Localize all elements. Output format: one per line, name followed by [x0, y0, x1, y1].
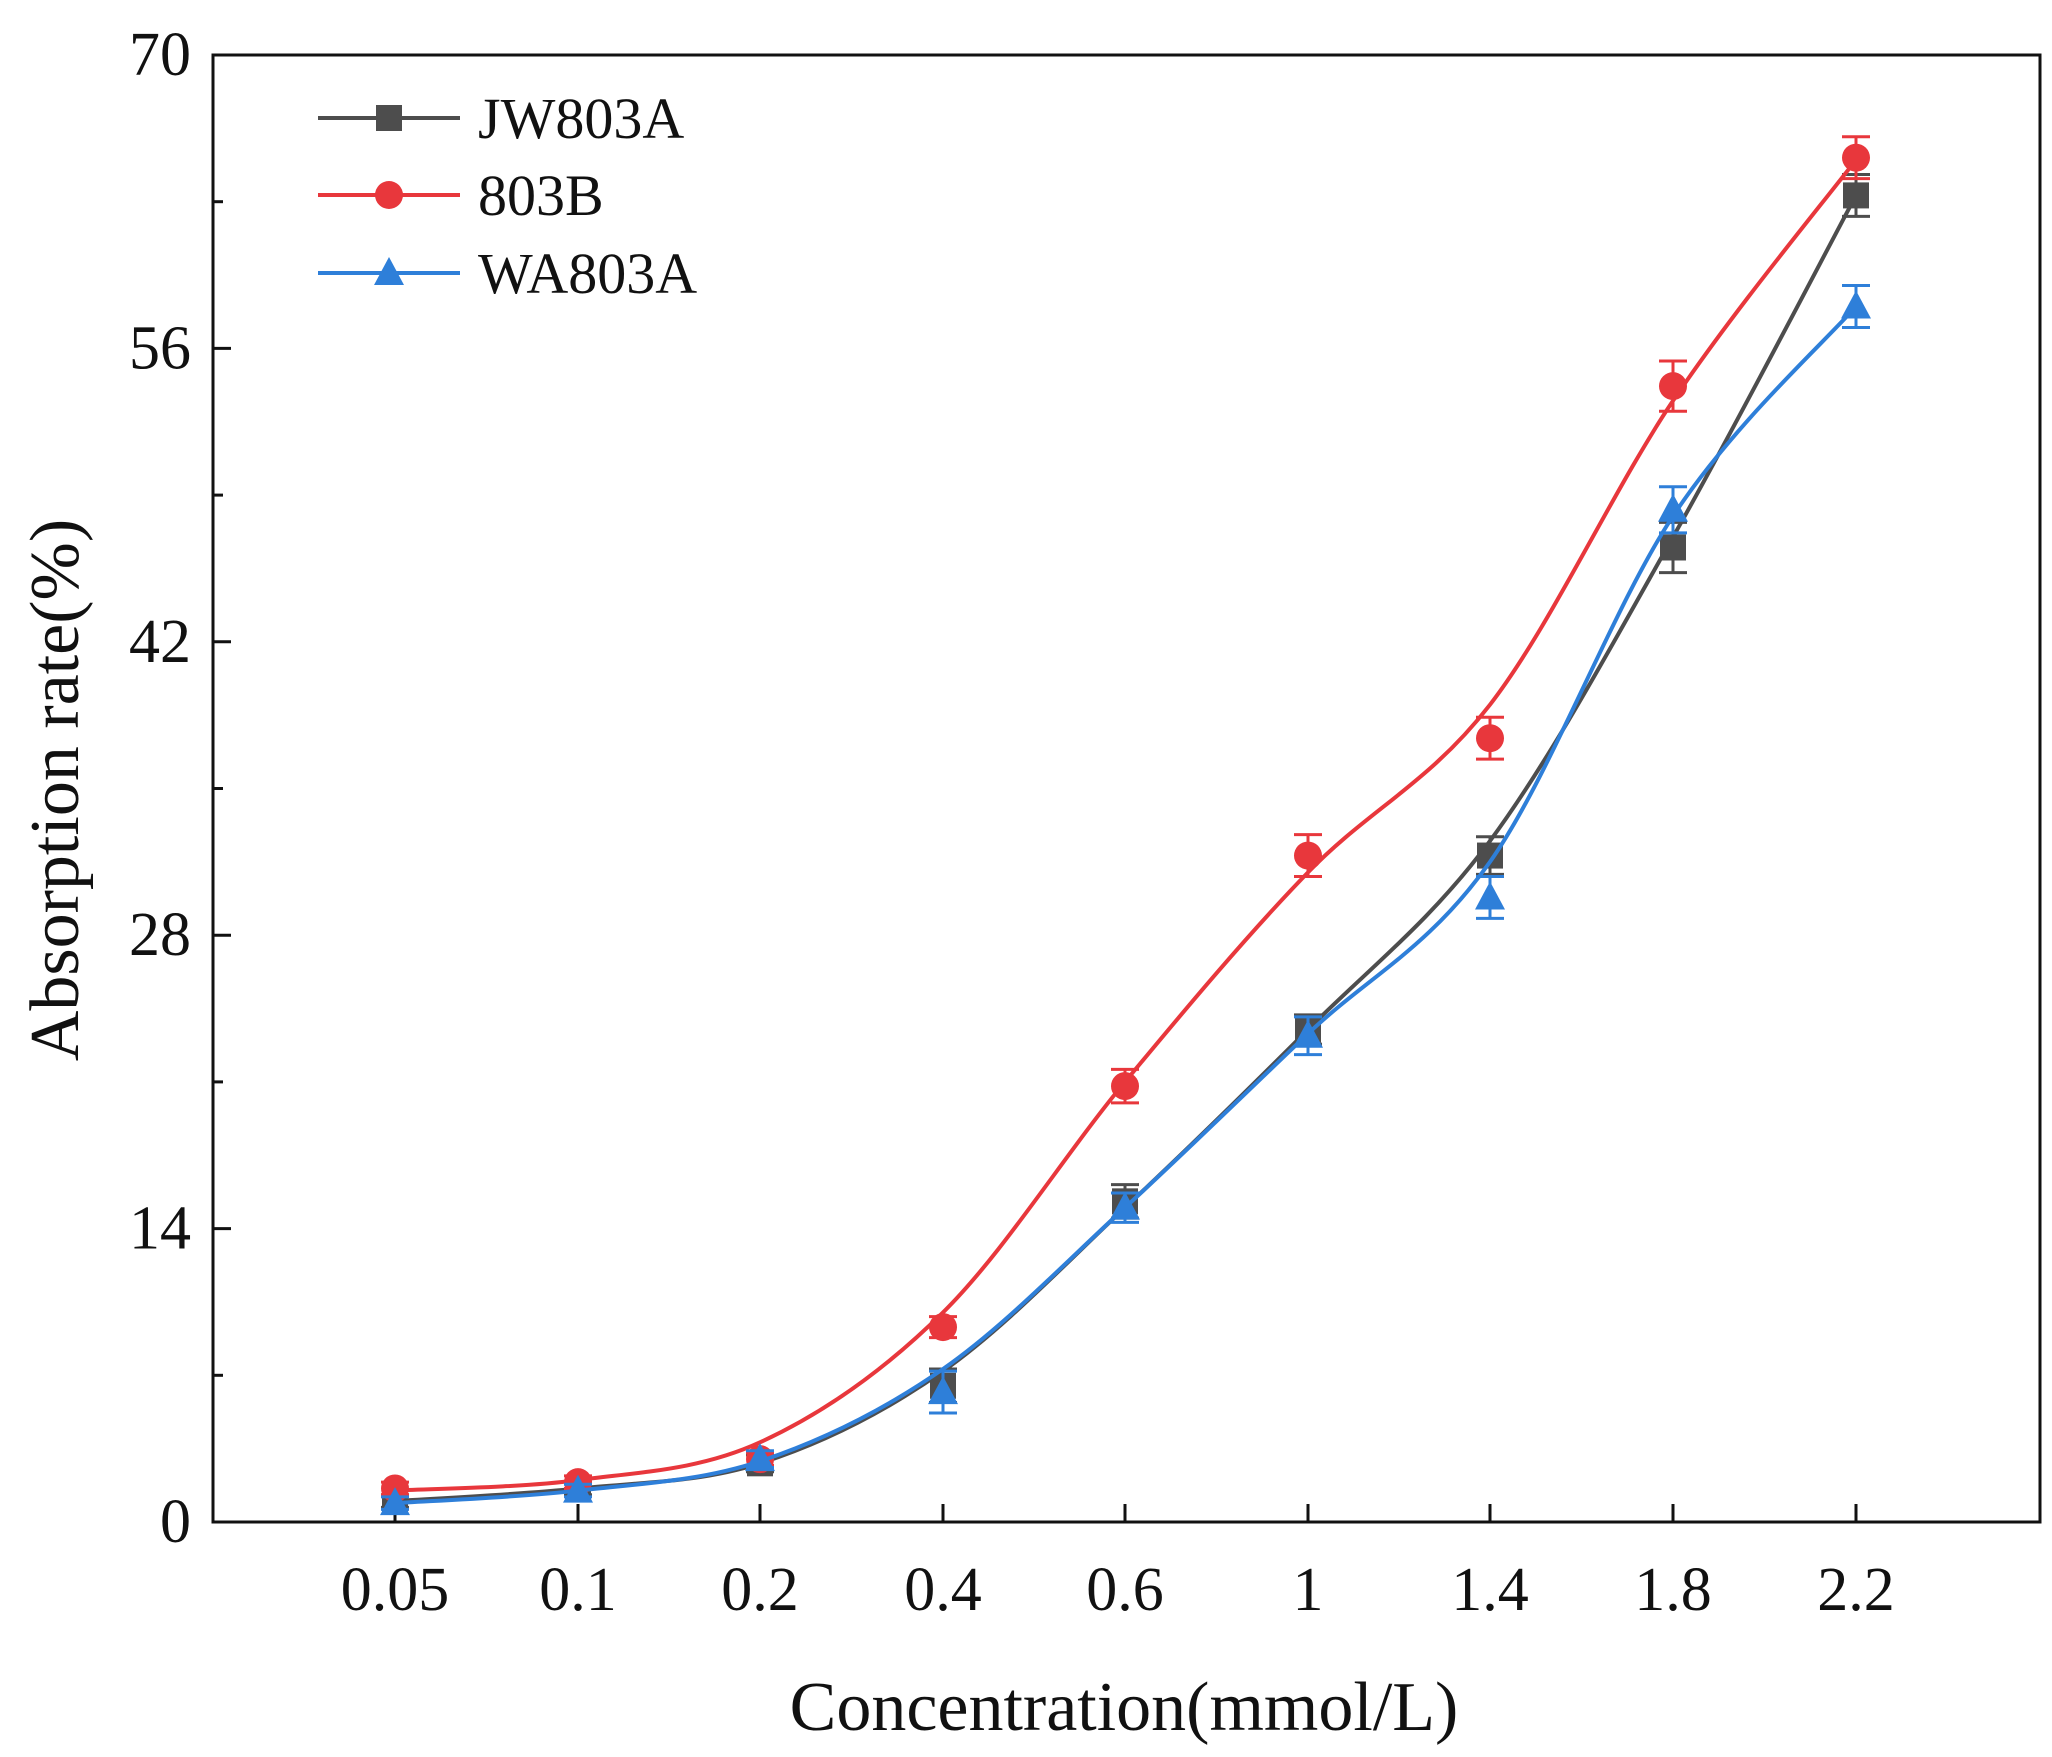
data-point [1294, 841, 1322, 870]
data-point [380, 1487, 410, 1516]
legend-marker [376, 105, 402, 131]
series-layer [380, 135, 1871, 1516]
data-point [928, 1376, 958, 1405]
series-JW803A [381, 172, 1870, 1515]
x-axis: 0.05 0.1 0.2 0.4 0.6 1 1.4 1.8 2.2 [341, 1504, 1895, 1624]
data-point [929, 1313, 957, 1342]
data-point [1476, 724, 1504, 753]
series-WA803A [380, 284, 1871, 1516]
y-tick-label: 0 [160, 1488, 191, 1556]
y-tick-label: 42 [129, 608, 191, 676]
x-tick-label: 0.6 [1086, 1556, 1164, 1624]
legend-label: JW803A [478, 86, 684, 151]
data-point [1659, 372, 1687, 401]
x-tick-label: 0.1 [539, 1556, 617, 1624]
data-point [1658, 493, 1688, 522]
series-803B [381, 135, 1870, 1503]
y-axis: 0 14 28 42 56 70 [129, 21, 231, 1556]
data-point [1293, 1019, 1323, 1048]
x-tick-label: 0.05 [341, 1556, 450, 1624]
data-point [563, 1474, 593, 1503]
data-point [745, 1443, 775, 1472]
x-tick-label: 0.2 [721, 1556, 799, 1624]
y-tick-label: 56 [129, 314, 191, 382]
data-point [1475, 881, 1505, 910]
x-tick-label: 1.4 [1451, 1556, 1529, 1624]
legend-marker [375, 181, 403, 209]
legend-marker [374, 257, 404, 285]
x-tick-label: 1.8 [1634, 1556, 1712, 1624]
data-point [1110, 1191, 1140, 1220]
x-axis-title: Concentration(mmol/L) [790, 1669, 1459, 1746]
data-point [1843, 182, 1869, 209]
y-tick-label: 14 [129, 1195, 191, 1263]
legend-label: 803B [478, 163, 604, 228]
series-line [394, 158, 1858, 1493]
data-point [1660, 534, 1686, 561]
series-line [394, 305, 1858, 1506]
x-tick-label: 2.2 [1817, 1556, 1895, 1624]
series-line [394, 194, 1858, 1504]
data-point [1842, 143, 1870, 172]
y-tick-label: 70 [129, 21, 191, 89]
data-point [1841, 290, 1871, 319]
data-point [1111, 1072, 1139, 1101]
y-tick-label: 28 [129, 901, 191, 969]
x-tick-label: 0.4 [904, 1556, 982, 1624]
legend-label: WA803A [478, 241, 697, 306]
y-axis-title: Absorption rate(%) [17, 519, 94, 1061]
x-tick-label: 1 [1293, 1556, 1324, 1624]
legend: JW803A 803B WA803A [318, 86, 697, 306]
